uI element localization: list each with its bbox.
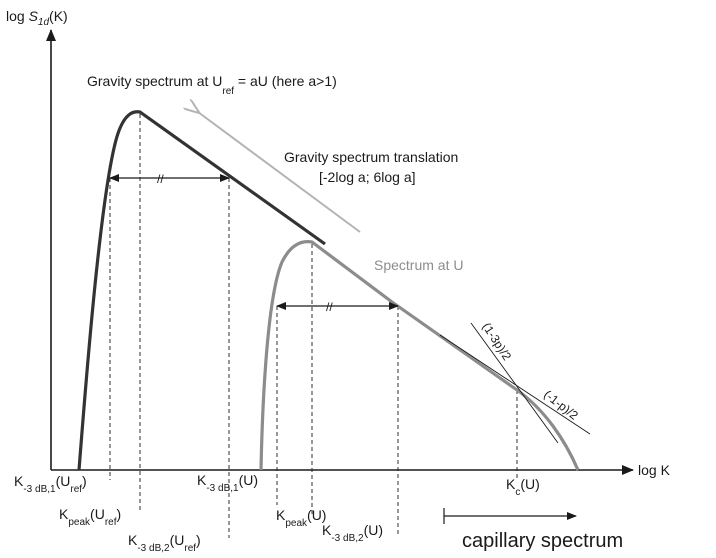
dashed-guides bbox=[109, 114, 518, 538]
x-axis-label: log K bbox=[638, 462, 671, 478]
slope-line-shallow bbox=[439, 334, 591, 435]
translation-arrow bbox=[198, 112, 361, 233]
gravity-spectrum-curve bbox=[77, 110, 326, 471]
tick-k3db1-ref: K-3 dB,1(Uref) bbox=[14, 473, 87, 495]
bandwidth-mark-ref: // bbox=[157, 172, 164, 186]
bandwidth-arrow-ref: // bbox=[109, 172, 230, 186]
capillary-label: capillary spectrum bbox=[462, 530, 623, 552]
translation-title: Gravity spectrum translation bbox=[284, 149, 458, 165]
tick-k3db2-ref: K-3 dB,2(Uref) bbox=[128, 532, 201, 554]
bandwidth-mark-u: // bbox=[326, 300, 333, 314]
translation-range: [-2log a; 6log a] bbox=[319, 169, 416, 185]
tick-k3db2-u: K-3 dB,2(U) bbox=[322, 522, 383, 544]
capillary-range: capillary spectrum bbox=[443, 508, 623, 552]
tick-kpeak-ref: Kpeak(Uref) bbox=[59, 506, 121, 528]
tick-kc-u: Kc(U) bbox=[506, 476, 540, 498]
slope-line-steep bbox=[470, 322, 559, 444]
spectrum-at-u-curve bbox=[259, 240, 580, 471]
tick-kpeak-u: Kpeak(U) bbox=[276, 507, 326, 529]
bandwidth-arrow-u: // bbox=[276, 300, 399, 314]
tick-k3db1-u: K-3 dB,1(U) bbox=[197, 472, 258, 494]
spectrum-at-u-label: Spectrum at U bbox=[374, 257, 463, 273]
y-axis-label: log S1d(K) bbox=[6, 8, 68, 28]
gravity-spectrum-title: Gravity spectrum at Uref = aU (here a>1) bbox=[87, 73, 337, 97]
